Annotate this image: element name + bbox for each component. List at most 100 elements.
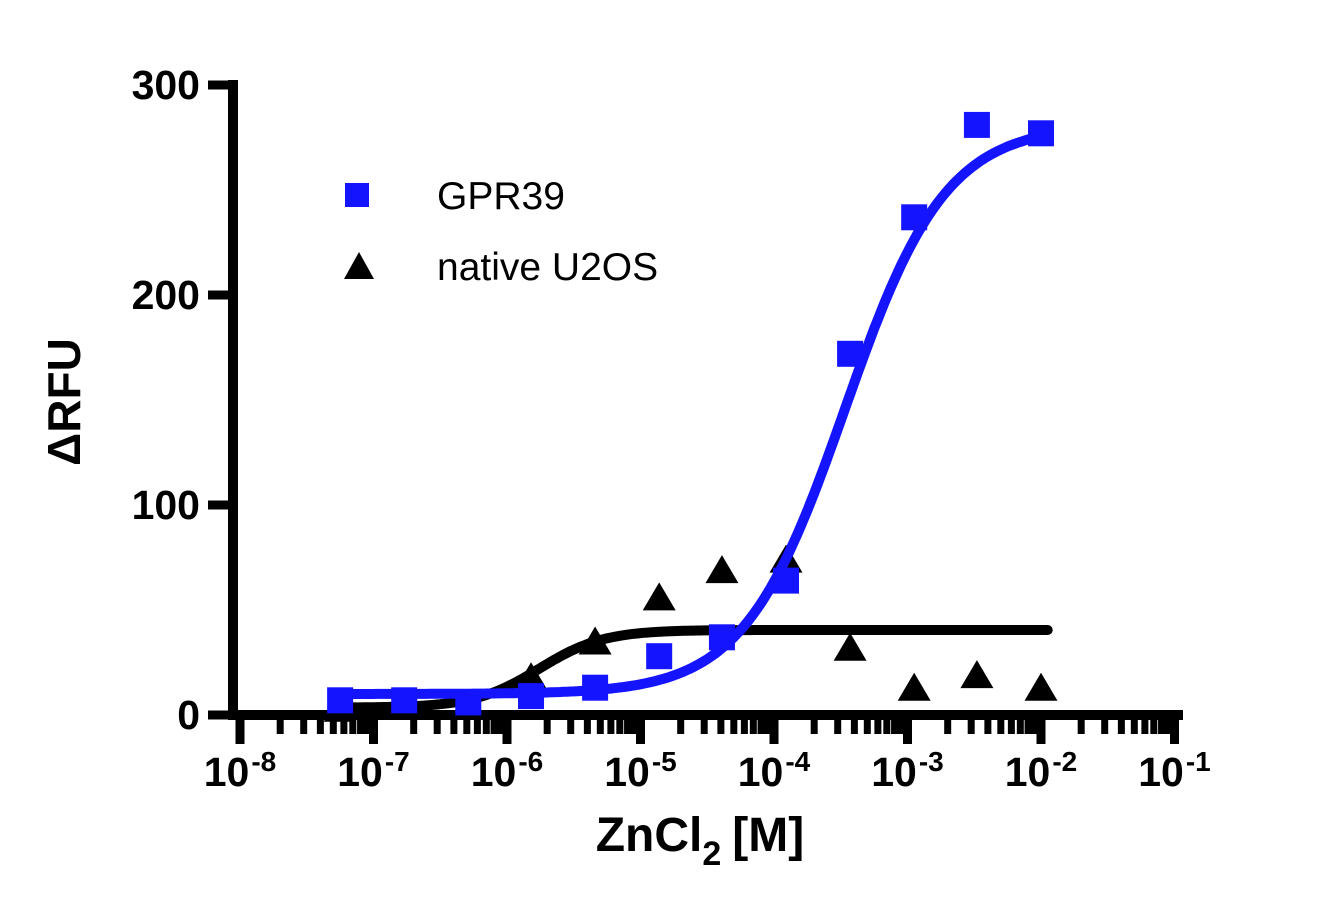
x-minor-tick — [624, 710, 632, 734]
x-minor-tick — [984, 710, 992, 734]
x-minor-tick — [433, 710, 441, 734]
x-minor-tick — [1158, 710, 1166, 734]
x-major-tick-1e-8 — [235, 710, 245, 744]
x-minor-tick — [340, 710, 348, 734]
x-minor-tick — [490, 710, 498, 734]
x-minor-tick — [463, 710, 471, 734]
gpr39-point — [963, 111, 990, 138]
x-minor-tick — [1077, 710, 1085, 734]
x-major-tick-1e-3 — [903, 710, 912, 744]
x-minor-tick — [316, 710, 324, 734]
x-major-tick-1e-2 — [1036, 710, 1046, 744]
y-axis-line — [228, 80, 238, 720]
x-minor-tick — [677, 710, 685, 734]
x-tick-label-1e-4: 10-4 — [738, 746, 811, 795]
x-minor-tick — [1016, 710, 1024, 734]
legend-label-native-u2os: native U2OS — [437, 246, 658, 289]
y-axis-title: ΔRFU — [38, 338, 90, 466]
x-tick-label-1e-5: 10-5 — [604, 746, 677, 795]
x-tick-label-1e-3: 10-3 — [871, 746, 944, 795]
plot-area: 0 100 200 300 10-8 10-7 10-6 10-5 10-4 10-3 10-2 10… — [132, 62, 1211, 795]
x-minor-tick — [1150, 710, 1158, 734]
y-tick-label-100: 100 — [132, 482, 200, 528]
x-minor-tick — [583, 710, 591, 734]
native-u2os-point — [578, 626, 612, 655]
x-minor-tick — [450, 710, 458, 734]
x-minor-tick — [749, 710, 757, 734]
y-tick-200 — [208, 290, 228, 300]
x-major-tick-1e-1 — [1170, 710, 1179, 744]
x-minor-tick — [944, 710, 952, 734]
x-minor-tick — [1031, 710, 1039, 734]
x-minor-tick — [1101, 710, 1109, 734]
x-minor-tick — [276, 710, 284, 734]
x-minor-tick — [891, 710, 899, 734]
gpr39-point — [901, 204, 928, 231]
native-u2os-point — [960, 660, 994, 689]
x-major-tick-1e-5 — [636, 710, 645, 744]
gpr39-point — [1028, 120, 1054, 147]
x-minor-tick — [1141, 710, 1149, 734]
x-minor-tick — [834, 710, 842, 734]
gpr39-point — [837, 340, 864, 367]
y-tick-300 — [208, 80, 228, 90]
native-u2os-fit-curve — [328, 625, 1053, 713]
x-minor-tick — [1164, 710, 1172, 734]
gpr39-point — [582, 674, 609, 701]
gpr39-point — [646, 643, 673, 670]
x-minor-tick — [357, 710, 365, 734]
x-minor-tick — [363, 710, 371, 734]
x-tick-label-1e-8: 10-8 — [204, 746, 277, 795]
x-major-tick-1e-7 — [369, 710, 378, 744]
x-minor-tick — [730, 710, 738, 734]
x-axis-title-subscript: 2 — [702, 835, 721, 873]
gpr39-point — [518, 683, 545, 710]
x-axis-title-suffix: [M] — [732, 809, 804, 862]
gpr39-point — [327, 687, 354, 714]
x-minor-tick — [616, 710, 624, 734]
native-u2os-point — [897, 672, 931, 701]
y-tick-100 — [208, 500, 228, 510]
x-minor-tick — [329, 710, 337, 734]
x-minor-tick — [850, 710, 858, 734]
x-minor-tick — [883, 710, 891, 734]
x-minor-tick — [300, 710, 308, 734]
x-minor-tick — [349, 710, 357, 734]
x-minor-tick — [897, 710, 905, 734]
y-tick-label-300: 300 — [132, 62, 200, 108]
x-minor-tick — [764, 710, 772, 734]
x-minor-tick — [717, 710, 725, 734]
legend-label-gpr39: GPR39 — [437, 175, 565, 218]
legend: GPR39 native U2OS — [344, 175, 658, 289]
x-minor-tick — [607, 710, 615, 734]
gpr39-point — [391, 687, 418, 714]
x-minor-tick — [1007, 710, 1015, 734]
legend-swatch-native-u2os — [344, 252, 374, 279]
y-tick-label-0: 0 — [177, 692, 200, 738]
x-minor-tick — [700, 710, 708, 734]
native-u2os-point — [642, 582, 676, 611]
x-minor-tick — [596, 710, 604, 734]
x-tick-label-1e-7: 10-7 — [337, 746, 410, 795]
x-minor-tick — [810, 710, 818, 734]
x-minor-tick — [967, 710, 975, 734]
y-tick-label-200: 200 — [132, 272, 200, 318]
x-minor-tick — [543, 710, 551, 734]
x-axis-title: ZnCl2 [M] — [596, 809, 805, 873]
legend-swatch-gpr39 — [345, 183, 369, 207]
native-u2os-point — [833, 632, 867, 661]
x-axis-title-base: ZnCl — [596, 809, 703, 862]
x-minor-tick — [997, 710, 1005, 734]
gpr39-point — [455, 689, 482, 716]
x-minor-tick — [1117, 710, 1125, 734]
x-minor-tick — [630, 710, 638, 734]
x-minor-tick — [1130, 710, 1138, 734]
x-tick-label-1e-6: 10-6 — [471, 746, 544, 795]
x-major-tick-1e-4 — [769, 710, 779, 744]
x-tick-label-1e-1: 10-1 — [1138, 746, 1211, 795]
x-minor-tick — [1024, 710, 1032, 734]
x-minor-tick — [410, 710, 418, 734]
x-minor-tick — [863, 710, 871, 734]
